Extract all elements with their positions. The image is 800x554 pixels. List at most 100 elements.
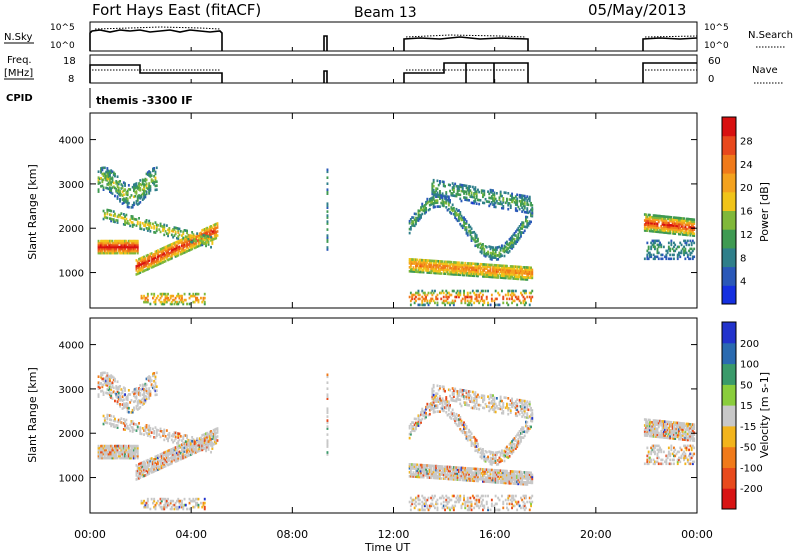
freq-tick-bottom: 8 bbox=[68, 74, 74, 85]
power-cell bbox=[159, 224, 162, 228]
power-cell bbox=[437, 193, 440, 197]
velocity-cell bbox=[186, 441, 188, 444]
velocity-cell bbox=[160, 452, 163, 456]
power-cell bbox=[469, 189, 472, 192]
power-cell bbox=[509, 206, 512, 209]
power-cell bbox=[135, 192, 138, 195]
velocity-cell bbox=[145, 389, 148, 393]
power-cell bbox=[456, 219, 459, 223]
power-cell bbox=[690, 218, 693, 221]
velocity-cell bbox=[415, 469, 417, 472]
velocity-cell bbox=[173, 439, 176, 442]
power-cell bbox=[520, 235, 522, 238]
power-cell bbox=[102, 239, 105, 243]
velocity-cell bbox=[124, 393, 126, 396]
velocity-cell bbox=[146, 428, 149, 431]
velocity-cell bbox=[121, 395, 124, 398]
power-cell bbox=[167, 246, 169, 250]
velocity-cell bbox=[116, 390, 119, 393]
velocity-cell bbox=[106, 384, 109, 387]
power-cell bbox=[114, 249, 116, 253]
power-cell bbox=[531, 268, 534, 272]
velocity-cell bbox=[523, 471, 526, 474]
power-cell bbox=[197, 292, 200, 296]
velocity-cell bbox=[506, 479, 508, 483]
velocity-cell bbox=[456, 470, 459, 473]
power-cell bbox=[674, 228, 677, 231]
velocity-cell bbox=[195, 441, 197, 444]
velocity-cell bbox=[446, 473, 449, 477]
velocity-cell bbox=[444, 467, 446, 471]
velocity-cell bbox=[188, 445, 191, 449]
velocity-cell bbox=[530, 471, 532, 475]
power-cell bbox=[477, 245, 479, 249]
power-cell bbox=[490, 263, 493, 267]
power-cell bbox=[466, 266, 469, 269]
power-cell bbox=[451, 192, 454, 195]
power-cell bbox=[445, 197, 448, 200]
velocity-cell bbox=[425, 464, 427, 467]
velocity-cell bbox=[197, 503, 200, 507]
velocity-cell bbox=[189, 447, 192, 450]
power-cell bbox=[670, 257, 673, 261]
power-cell bbox=[492, 203, 494, 206]
power-cell bbox=[521, 200, 524, 203]
power-cell bbox=[436, 259, 439, 263]
power-cell bbox=[139, 257, 142, 260]
power-cell bbox=[493, 263, 496, 267]
power-cell bbox=[182, 245, 185, 249]
power-cell bbox=[499, 276, 502, 279]
power-cell bbox=[507, 293, 510, 297]
power-cell bbox=[493, 299, 496, 303]
velocity-cell bbox=[110, 422, 113, 426]
power-cell bbox=[133, 245, 135, 249]
power-cell bbox=[684, 247, 687, 251]
power-cell bbox=[494, 303, 497, 307]
power-cell bbox=[208, 235, 211, 239]
power-cell bbox=[193, 244, 196, 248]
velocity-cell bbox=[423, 468, 426, 471]
power-cell bbox=[487, 301, 489, 305]
velocity-cell bbox=[530, 481, 532, 485]
power-cell bbox=[456, 265, 459, 268]
power-cell bbox=[153, 169, 156, 172]
velocity-cell bbox=[152, 386, 154, 390]
velocity-cell bbox=[189, 451, 192, 454]
colorbar-tick-label: 4 bbox=[740, 277, 746, 288]
power-cell bbox=[150, 264, 153, 267]
power-cell bbox=[456, 261, 459, 264]
power-cell bbox=[508, 202, 511, 205]
power-cell bbox=[504, 245, 507, 249]
power-cell bbox=[412, 258, 415, 261]
power-cell bbox=[125, 213, 128, 217]
power-cell bbox=[652, 224, 655, 227]
power-cell bbox=[201, 241, 204, 245]
power-cell bbox=[101, 251, 104, 255]
power-cell bbox=[676, 220, 679, 224]
velocity-cell bbox=[159, 455, 162, 458]
velocity-cell bbox=[413, 465, 416, 468]
power-cell bbox=[125, 217, 128, 221]
power-cell bbox=[498, 253, 501, 257]
velocity-cell bbox=[179, 503, 182, 507]
power-cell bbox=[528, 295, 531, 299]
power-cell bbox=[469, 229, 472, 233]
power-cell bbox=[690, 226, 693, 229]
velocity-cell bbox=[160, 458, 163, 462]
velocity-cell bbox=[143, 466, 145, 470]
velocity-cell bbox=[427, 468, 430, 471]
power-cell bbox=[669, 253, 672, 257]
power-cell bbox=[675, 216, 678, 220]
velocity-cell bbox=[133, 446, 135, 450]
velocity-cell bbox=[131, 426, 134, 429]
velocity-cell bbox=[168, 451, 171, 454]
power-cell bbox=[172, 235, 175, 239]
power-cell bbox=[513, 273, 516, 276]
power-cell bbox=[525, 278, 527, 281]
power-cell bbox=[442, 268, 445, 271]
velocity-cell bbox=[154, 385, 157, 389]
velocity-cell bbox=[527, 479, 530, 482]
power-cell bbox=[207, 235, 210, 238]
power-cell bbox=[516, 303, 519, 307]
power-cell bbox=[206, 236, 209, 240]
